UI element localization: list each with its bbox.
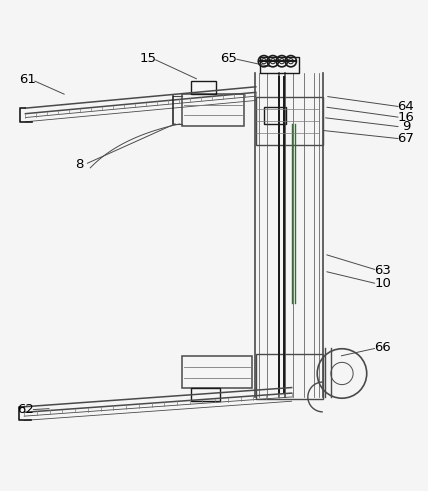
Text: 65: 65 <box>220 52 238 65</box>
Text: 9: 9 <box>402 120 410 134</box>
Bar <box>182 94 244 126</box>
Text: 64: 64 <box>398 100 414 113</box>
Text: 62: 62 <box>17 403 34 416</box>
Text: 15: 15 <box>140 52 156 65</box>
Bar <box>265 107 285 124</box>
Bar <box>190 81 216 94</box>
Text: 10: 10 <box>374 277 391 290</box>
Text: 63: 63 <box>374 264 391 277</box>
Bar <box>190 388 220 401</box>
Bar <box>256 355 323 399</box>
Text: 16: 16 <box>398 111 414 124</box>
Text: 66: 66 <box>374 341 391 355</box>
Text: 61: 61 <box>19 74 36 86</box>
Bar <box>182 356 253 388</box>
Text: 8: 8 <box>75 158 84 171</box>
Bar <box>256 97 323 145</box>
Text: 67: 67 <box>398 133 414 145</box>
